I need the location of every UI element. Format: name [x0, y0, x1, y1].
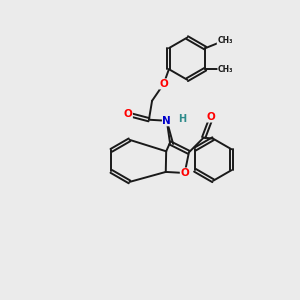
- Text: N: N: [162, 116, 171, 126]
- Text: CH₃: CH₃: [218, 65, 233, 74]
- Text: O: O: [180, 168, 189, 178]
- Text: O: O: [207, 112, 215, 122]
- Text: CH₃: CH₃: [217, 36, 233, 45]
- Text: O: O: [124, 110, 132, 119]
- Text: H: H: [178, 114, 187, 124]
- Text: O: O: [159, 79, 168, 89]
